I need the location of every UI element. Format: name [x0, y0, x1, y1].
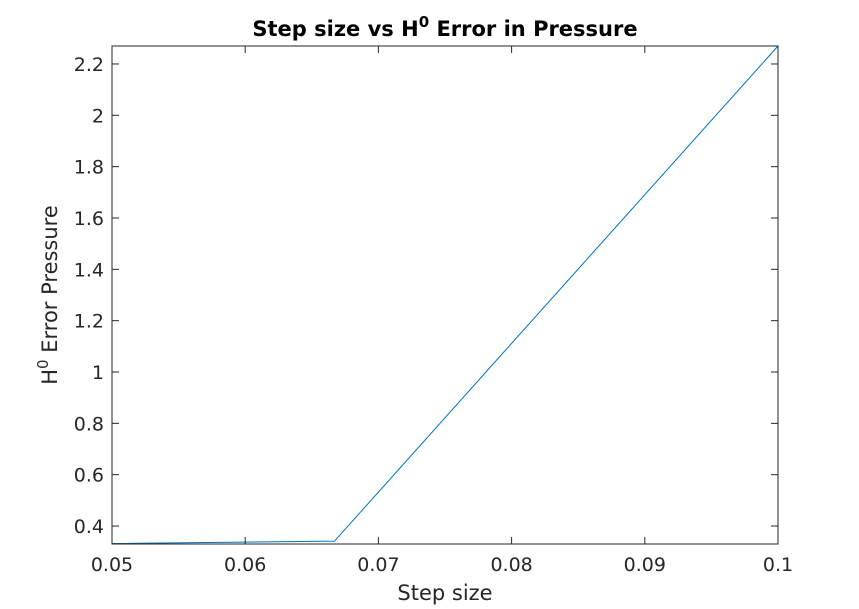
y-tick-label: 0.6: [74, 465, 104, 487]
series-line-0: [111, 45, 779, 544]
plot-background: [112, 46, 778, 544]
y-tick-label: 2.2: [74, 54, 104, 76]
y-tick-label: 1: [92, 362, 104, 384]
chart-title-superscript: 0: [419, 13, 429, 31]
axes-box: [111, 45, 779, 545]
x-tick-labels: 0.05 0.06 0.07 0.08 0.09 0.1: [91, 554, 793, 576]
x-axis-label: Step size: [397, 581, 492, 605]
chart-title-suffix: Error in Pressure: [429, 17, 637, 41]
x-tick-label: 0.08: [490, 554, 532, 576]
x-tick-label: 0.05: [91, 554, 133, 576]
y-tick-label: 1.2: [74, 311, 104, 333]
y-tick-label: 2: [92, 105, 104, 127]
y-tick-label: 0.4: [74, 516, 104, 538]
y-axis-label: H0 Error Pressure: [34, 205, 62, 385]
y-tick-label: 1.4: [74, 259, 104, 281]
plot-area: [111, 45, 779, 545]
y-tick-label: 0.8: [74, 413, 104, 435]
x-tick-label: 0.06: [224, 554, 266, 576]
y-axis-label-superscript: 0: [34, 359, 52, 369]
y-axis-label-suffix: Error Pressure: [38, 205, 62, 359]
chart-title-prefix: Step size vs H: [252, 17, 418, 41]
x-tick-label: 0.1: [763, 554, 793, 576]
chart-title: Step size vs H0 Error in Pressure: [252, 13, 637, 41]
y-tick-label: 1.8: [74, 157, 104, 179]
series-layer: [111, 45, 779, 544]
y-tick-labels: 0.4 0.6 0.8 1 1.2 1.4 1.6 1.8 2 2.2: [74, 54, 104, 538]
x-tick-label: 0.07: [357, 554, 399, 576]
y-tick-label: 1.6: [74, 208, 104, 230]
x-tick-label: 0.09: [624, 554, 666, 576]
y-axis-label-prefix: H: [38, 369, 62, 385]
